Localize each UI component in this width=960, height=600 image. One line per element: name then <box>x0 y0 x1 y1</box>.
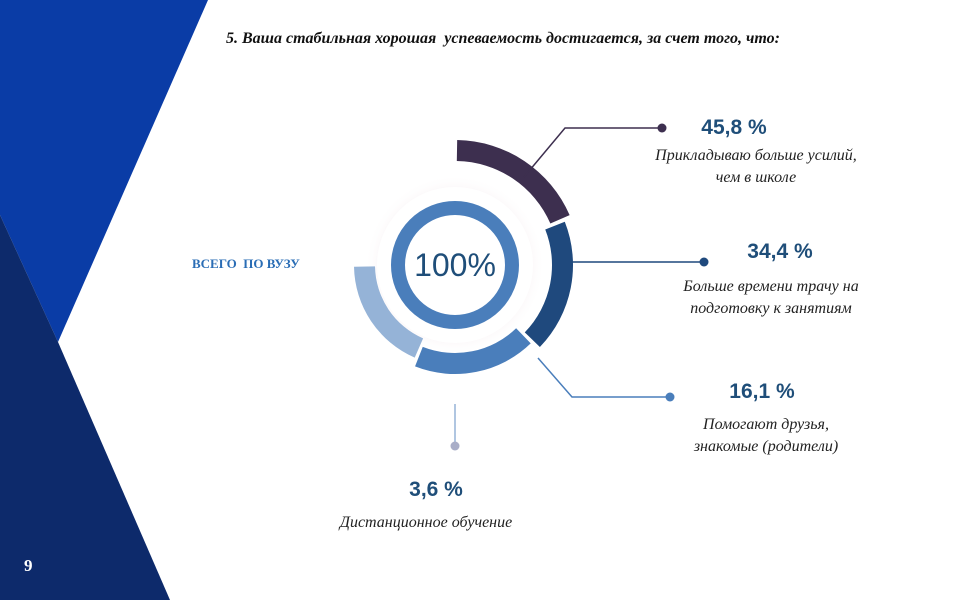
description-1-line-1: Прикладываю больше усилий, <box>655 147 857 164</box>
center-ring <box>391 201 519 329</box>
description-3: Помогают друзья, знакомые (родители) <box>666 414 866 458</box>
description-2: Больше времени трачу на подготовку к зан… <box>656 276 886 320</box>
description-4-line-1: Дистанционное обучение <box>339 514 513 531</box>
dark-blue-triangle <box>0 215 170 600</box>
description-1: Прикладываю больше усилий, чем в школе <box>626 145 886 189</box>
description-2-line-2: подготовку к занятиям <box>690 300 852 317</box>
center-label: 100% <box>414 247 496 283</box>
arc-segment-2 <box>524 221 573 347</box>
arc-segment-1 <box>456 140 570 224</box>
arc-group <box>354 140 573 374</box>
description-1-line-2: чем в школе <box>715 169 797 186</box>
page-number: 9 <box>24 556 33 575</box>
leader-dot-1 <box>657 123 667 133</box>
value-label-3: 16,1 % <box>729 380 795 403</box>
arc-segment-4 <box>354 266 424 358</box>
leader-line-3 <box>537 357 670 398</box>
arc-segment-3 <box>415 328 531 374</box>
value-label-2: 34,4 % <box>747 240 813 263</box>
bright-blue-triangle <box>0 0 208 342</box>
leader-line-1 <box>523 127 662 178</box>
leader-group <box>450 123 709 451</box>
side-label: ВСЕГО ПО ВУЗУ <box>192 256 300 271</box>
description-4: Дистанционное обучение <box>316 512 536 534</box>
leader-dot-3 <box>665 392 675 402</box>
description-3-line-1: Помогают друзья, <box>703 416 829 433</box>
value-label-group: 45,8 % 34,4 % 16,1 % 3,6 % <box>409 116 813 501</box>
leader-dot-4 <box>450 441 460 451</box>
value-label-1: 45,8 % <box>701 116 767 139</box>
description-3-line-2: знакомые (родители) <box>693 438 839 455</box>
value-label-4: 3,6 % <box>409 478 463 501</box>
slide-title: 5. Ваша стабильная хорошая успеваемость … <box>226 30 780 47</box>
description-2-line-1: Больше времени трачу на <box>683 278 859 295</box>
leader-dot-2 <box>699 257 709 267</box>
